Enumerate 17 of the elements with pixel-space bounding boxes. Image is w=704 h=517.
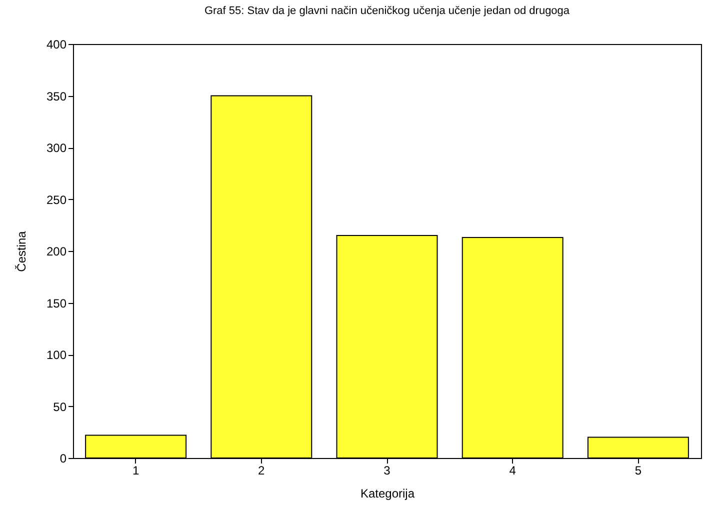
- y-tick-label: 400: [46, 38, 67, 52]
- chart-title: Graf 55: Stav da je glavni način učeničkog učenja učenje jedan od drugoga: [204, 5, 570, 17]
- y-tick-label: 100: [46, 348, 67, 362]
- x-tick-label: 5: [634, 464, 642, 478]
- x-tick-label: 4: [509, 464, 516, 478]
- y-tick-label: 250: [46, 192, 67, 207]
- x-tick-label: 1: [132, 464, 140, 478]
- y-tick-label: 150: [46, 296, 67, 310]
- y-tick-label: 300: [46, 141, 67, 155]
- y-axis-title: Čestina: [14, 230, 28, 272]
- y-tick-label: 200: [46, 244, 67, 258]
- x-tick-label: 2: [258, 464, 266, 478]
- y-tick-label: 50: [53, 400, 67, 414]
- x-tick-label: 3: [384, 464, 391, 478]
- y-tick-label: 0: [60, 452, 67, 466]
- x-axis-title: Kategorija: [360, 486, 415, 500]
- y-tick-label: 350: [46, 89, 67, 104]
